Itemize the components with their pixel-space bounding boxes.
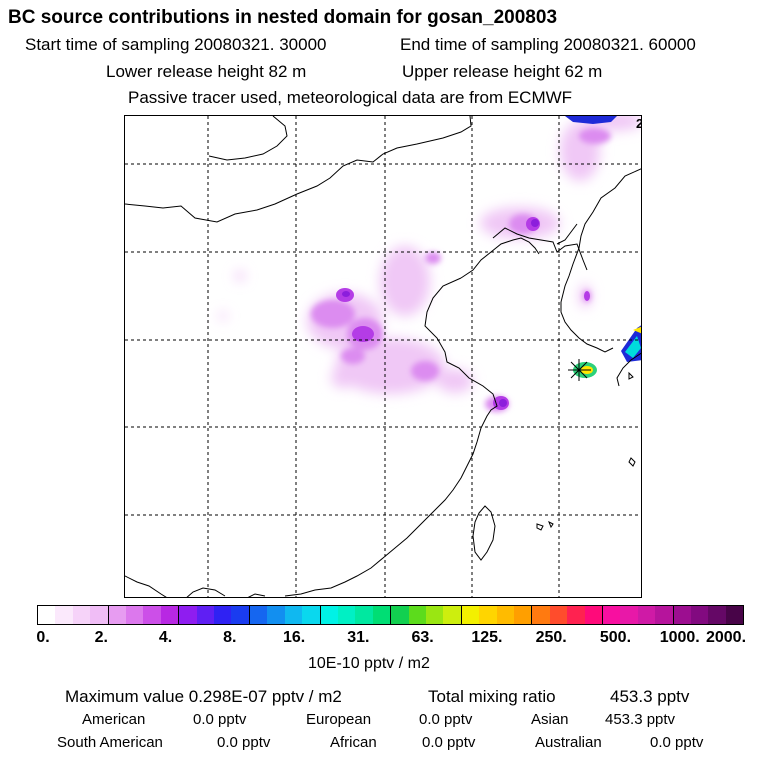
colorbar-tick-label: 63. <box>411 629 434 646</box>
colorbar-segment <box>214 606 232 624</box>
colorbar-segment <box>302 606 321 624</box>
colorbar-segment <box>425 606 444 624</box>
colorbar-segment <box>160 606 180 624</box>
colorbar-segment <box>725 606 744 624</box>
colorbar-segment <box>637 606 656 624</box>
colorbar-tick-label: 16. <box>282 629 306 646</box>
colorbar-segment <box>337 606 356 624</box>
colorbar-units: 10E-10 pptv / m2 <box>308 655 430 672</box>
colorbar-segment <box>655 606 674 624</box>
end-time-label: End time of sampling 20080321. 60000 <box>400 35 696 54</box>
colorbar-segment <box>38 606 56 624</box>
colorbar-segment <box>673 606 692 624</box>
colorbar-segment <box>567 606 585 624</box>
total-mixing-label: Total mixing ratio <box>428 687 556 706</box>
colorbar-segment <box>372 606 392 624</box>
lower-release-label: Lower release height 82 m <box>106 62 307 81</box>
colorbar-segment <box>443 606 462 624</box>
lat-lon-grid <box>125 116 641 597</box>
south-american-label: South American <box>57 734 163 751</box>
colorbar-segment <box>355 606 373 624</box>
colorbar-segment <box>267 606 285 624</box>
colorbar-segment <box>90 606 109 624</box>
colorbar-segment <box>196 606 215 624</box>
african-label: African <box>330 734 377 751</box>
colorbar-tick-label: 31. <box>347 629 370 646</box>
european-label: European <box>306 711 372 728</box>
colorbar-segment <box>126 606 144 624</box>
asian-value: 453.3 pptv <box>605 711 676 728</box>
tracer-note: Passive tracer used, meteorological data… <box>128 88 573 107</box>
african-value: 0.0 pptv <box>422 734 476 751</box>
australian-label: Australian <box>535 734 602 751</box>
colorbar-tick-label: 125. <box>471 629 503 646</box>
colorbar-segment <box>549 606 568 624</box>
max-value-label: Maximum value 0.298E-07 pptv / m2 <box>65 687 342 706</box>
upper-release-label: Upper release height 62 m <box>402 62 603 81</box>
colorbar-tick-label: 500. <box>599 629 632 646</box>
map-panel: 2 <box>124 115 642 598</box>
south-american-value: 0.0 pptv <box>217 734 271 751</box>
american-value: 0.0 pptv <box>193 711 247 728</box>
colorbar-segment <box>249 606 268 624</box>
colorbar-segment <box>231 606 250 624</box>
colorbar-segment <box>620 606 638 624</box>
map-canvas: 2 <box>125 116 642 597</box>
asian-label: Asian <box>531 711 569 728</box>
colorbar-tick-label: 8. <box>223 629 237 646</box>
colorbar-segment <box>513 606 533 624</box>
colorbar-tick-label: 0. <box>36 629 50 646</box>
colorbar-tick-label: 1000. <box>659 629 700 646</box>
map-title: BC source contributions in nested domain… <box>8 7 558 28</box>
receptor-star-icon <box>568 359 591 381</box>
colorbar-segment <box>532 606 550 624</box>
colorbar-tick-label: 2000. <box>705 629 747 646</box>
colorbar-segment <box>584 606 603 624</box>
colorbar-segment <box>108 606 127 624</box>
plume-field <box>219 116 641 412</box>
colorbar-segment <box>179 606 197 624</box>
colorbar-segment <box>408 606 426 624</box>
colorbar-tick-label: 2. <box>94 629 108 646</box>
start-time-label: Start time of sampling 20080321. 30000 <box>25 35 327 54</box>
coastlines <box>125 116 641 597</box>
colorbar-segment <box>691 606 709 624</box>
colorbar-tick-label: 250. <box>535 629 567 646</box>
european-value: 0.0 pptv <box>419 711 473 728</box>
australian-value: 0.0 pptv <box>650 734 704 751</box>
american-label: American <box>82 711 146 728</box>
map-corner-label: 2 <box>636 116 642 131</box>
colorbar-tick-label: 4. <box>158 629 173 646</box>
colorbar-segment <box>55 606 73 624</box>
colorbar-segment <box>391 606 409 624</box>
colorbar-segment <box>708 606 726 624</box>
total-mixing-value: 453.3 pptv <box>610 687 690 706</box>
colorbar-segment <box>284 606 303 624</box>
colorbar-segment <box>320 606 338 624</box>
colorbar-segment <box>143 606 161 624</box>
colorbar-segment <box>72 606 91 624</box>
colorbar-segment <box>461 606 480 624</box>
colorbar-segment <box>479 606 497 624</box>
colorbar-segment <box>496 606 514 624</box>
colorbar-segment <box>603 606 621 624</box>
colorbar <box>37 605 744 625</box>
